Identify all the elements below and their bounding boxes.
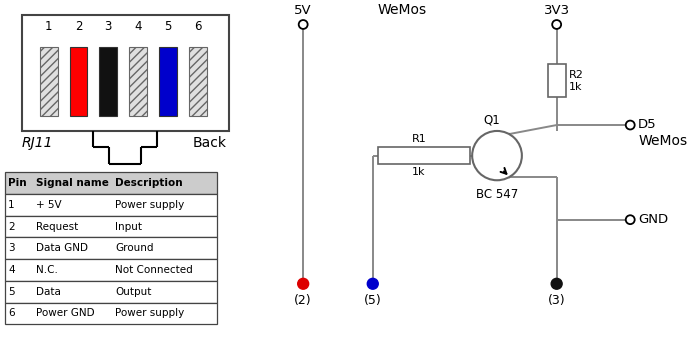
Text: Request: Request — [36, 222, 78, 232]
Text: Power GND: Power GND — [36, 308, 94, 318]
Text: Pin: Pin — [8, 178, 27, 188]
Bar — [5, 303, 217, 324]
Text: Q1: Q1 — [483, 113, 500, 126]
Bar — [159, 47, 177, 116]
Text: Signal name: Signal name — [36, 178, 108, 188]
Text: 4: 4 — [8, 265, 15, 275]
Text: WeMos: WeMos — [378, 3, 427, 17]
Text: 1: 1 — [45, 20, 52, 32]
Text: 3: 3 — [8, 243, 15, 253]
Circle shape — [551, 279, 562, 289]
Text: 2: 2 — [75, 20, 83, 32]
Text: Not Connected: Not Connected — [116, 265, 193, 275]
Text: (3): (3) — [548, 294, 566, 307]
Text: 4: 4 — [134, 20, 142, 32]
Circle shape — [552, 20, 561, 29]
Text: Data: Data — [36, 287, 61, 297]
Bar — [378, 147, 470, 165]
Bar — [130, 47, 147, 116]
Circle shape — [473, 131, 522, 180]
Bar — [5, 216, 217, 237]
Text: Description: Description — [116, 178, 183, 188]
Text: 1k: 1k — [568, 81, 582, 92]
Text: 5V: 5V — [295, 4, 312, 17]
Text: (2): (2) — [295, 294, 312, 307]
Text: Ground: Ground — [116, 243, 154, 253]
Bar — [5, 172, 217, 194]
Bar — [5, 194, 217, 216]
Text: 1: 1 — [8, 200, 15, 210]
Text: BC 547: BC 547 — [476, 188, 518, 201]
Text: 3V3: 3V3 — [544, 4, 570, 17]
Circle shape — [298, 279, 309, 289]
Text: R2: R2 — [568, 70, 584, 80]
Circle shape — [626, 215, 635, 224]
Bar — [99, 47, 118, 116]
Text: Back: Back — [193, 136, 227, 150]
Text: 6: 6 — [194, 20, 202, 32]
Text: 3: 3 — [105, 20, 112, 32]
Bar — [40, 47, 57, 116]
Bar — [5, 237, 217, 259]
Text: Output: Output — [116, 287, 152, 297]
Text: (5): (5) — [364, 294, 382, 307]
Text: RJ11: RJ11 — [22, 136, 53, 150]
Circle shape — [299, 20, 308, 29]
Text: Power supply: Power supply — [116, 200, 185, 210]
Text: GND: GND — [638, 213, 668, 226]
Text: Power supply: Power supply — [116, 308, 185, 318]
Bar — [189, 47, 206, 116]
Text: 2: 2 — [8, 222, 15, 232]
Bar — [5, 281, 217, 303]
Text: WeMos: WeMos — [638, 134, 687, 148]
Bar — [22, 15, 229, 131]
Bar — [547, 64, 566, 97]
Text: D5: D5 — [638, 118, 657, 130]
Text: R1: R1 — [412, 134, 426, 144]
Text: + 5V: + 5V — [36, 200, 62, 210]
Circle shape — [368, 279, 378, 289]
Text: 1k: 1k — [412, 167, 426, 177]
Text: Input: Input — [116, 222, 142, 232]
Text: 5: 5 — [8, 287, 15, 297]
Text: Data GND: Data GND — [36, 243, 88, 253]
Bar — [69, 47, 88, 116]
Circle shape — [626, 121, 635, 129]
Text: 6: 6 — [8, 308, 15, 318]
Text: N.C.: N.C. — [36, 265, 57, 275]
Bar — [5, 259, 217, 281]
Text: 5: 5 — [164, 20, 172, 32]
